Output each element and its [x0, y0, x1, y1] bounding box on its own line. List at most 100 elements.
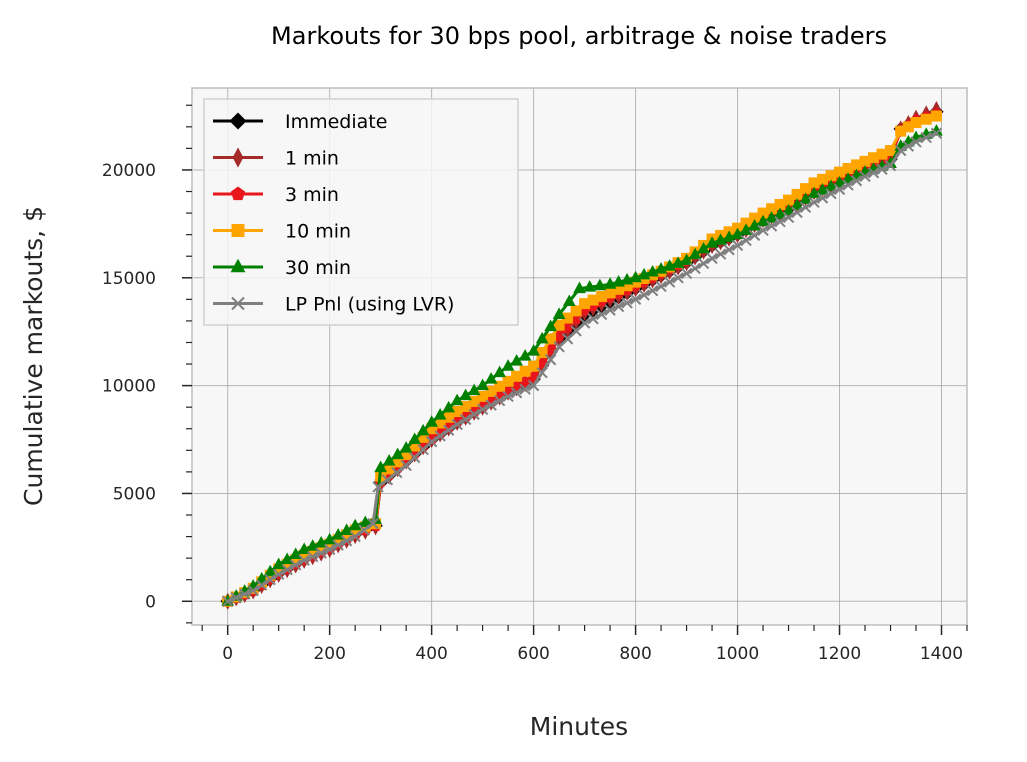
marker-point [583, 280, 597, 292]
marker-point [468, 408, 480, 421]
legend-item: 3 min [213, 184, 339, 206]
marker-point [629, 293, 642, 306]
y-tick-label: 5000 [113, 484, 156, 504]
marker-point [689, 262, 701, 275]
marker-point [799, 201, 812, 214]
marker-point [604, 304, 616, 316]
x-axis-label: Minutes [530, 712, 628, 741]
marker-point [655, 280, 667, 293]
marker-point [595, 308, 608, 321]
marker-point [782, 203, 795, 216]
marker-point [930, 110, 942, 122]
marker-point [527, 344, 540, 356]
marker-point [528, 360, 540, 372]
marker-point [425, 415, 438, 427]
marker-point [230, 258, 246, 273]
marker-point [433, 408, 447, 420]
marker-point [502, 390, 514, 403]
marker-point [229, 112, 247, 130]
marker-point [621, 297, 633, 309]
marker-point [247, 584, 259, 597]
marker-point [884, 159, 897, 172]
legend-box [203, 98, 519, 326]
marker-point [867, 167, 880, 179]
marker-point [646, 285, 659, 297]
marker-point [672, 272, 684, 284]
marker-point [816, 192, 829, 204]
marker-point [374, 460, 387, 473]
marker-point [731, 227, 744, 240]
marker-point [807, 186, 821, 199]
marker-point [493, 365, 506, 378]
series-lp-pnl-using-lvr [221, 127, 943, 607]
marker-point [859, 170, 871, 183]
x-tick-label: 200 [313, 644, 345, 664]
marker-point [381, 474, 394, 486]
marker-point [391, 466, 403, 479]
marker-point [527, 379, 540, 392]
marker-point [578, 317, 591, 329]
marker-point [359, 515, 372, 528]
marker-point [573, 281, 586, 294]
marker-point [680, 267, 693, 280]
legend-label: 30 min [285, 257, 351, 279]
marker-point [663, 276, 676, 288]
marker-point [434, 430, 446, 442]
marker-point [255, 579, 268, 591]
marker-point [367, 517, 379, 530]
marker-point [221, 595, 234, 607]
marker-point [680, 253, 693, 266]
marker-point [298, 554, 310, 567]
marker-point [910, 136, 922, 148]
marker-point [536, 366, 548, 379]
marker-point [332, 539, 344, 551]
marker-point [902, 140, 915, 152]
marker-point [425, 435, 438, 448]
marker-point [535, 331, 549, 344]
marker-point [799, 192, 812, 204]
marker-point [920, 113, 932, 125]
marker-point [230, 591, 242, 604]
marker-point [230, 186, 246, 201]
legend-item: 10 min [213, 221, 351, 243]
marker-point [714, 248, 727, 260]
marker-point [920, 131, 932, 144]
marker-point [232, 147, 244, 168]
marker-point [263, 564, 277, 577]
marker-point [391, 447, 404, 460]
marker-point [842, 179, 854, 191]
marker-point [314, 536, 328, 548]
marker-point [748, 218, 761, 231]
marker-point [281, 563, 293, 576]
marker-point [697, 241, 710, 254]
marker-point [791, 206, 803, 219]
marker-point [706, 252, 718, 265]
marker-point [841, 172, 855, 184]
marker-point [697, 257, 710, 270]
series-layer [220, 101, 944, 610]
x-tick-label: 400 [415, 644, 447, 664]
marker-point [399, 441, 413, 453]
marker-point [612, 300, 625, 313]
chart-title: Markouts for 30 bps pool, arbitrage & no… [271, 22, 887, 50]
marker-point [510, 387, 523, 399]
marker-point [408, 432, 421, 445]
marker-point [833, 183, 846, 196]
marker-point [459, 413, 472, 426]
marker-point [493, 395, 506, 407]
marker-point [739, 223, 753, 235]
legend-item: 1 min [213, 147, 339, 170]
marker-point [808, 196, 820, 209]
plot-frame [191, 87, 968, 626]
marker-point [774, 216, 786, 228]
marker-point [231, 296, 245, 311]
marker-point [587, 313, 599, 325]
marker-point [442, 424, 455, 436]
y-tick-label: 20000 [102, 161, 156, 181]
y-tick-label: 15000 [102, 269, 156, 289]
x-tick-label: 600 [517, 644, 549, 664]
y-tick-label: 10000 [102, 377, 156, 397]
marker-point [790, 198, 804, 210]
legend-item: 30 min [213, 257, 351, 279]
x-tick-label: 1400 [920, 644, 963, 664]
